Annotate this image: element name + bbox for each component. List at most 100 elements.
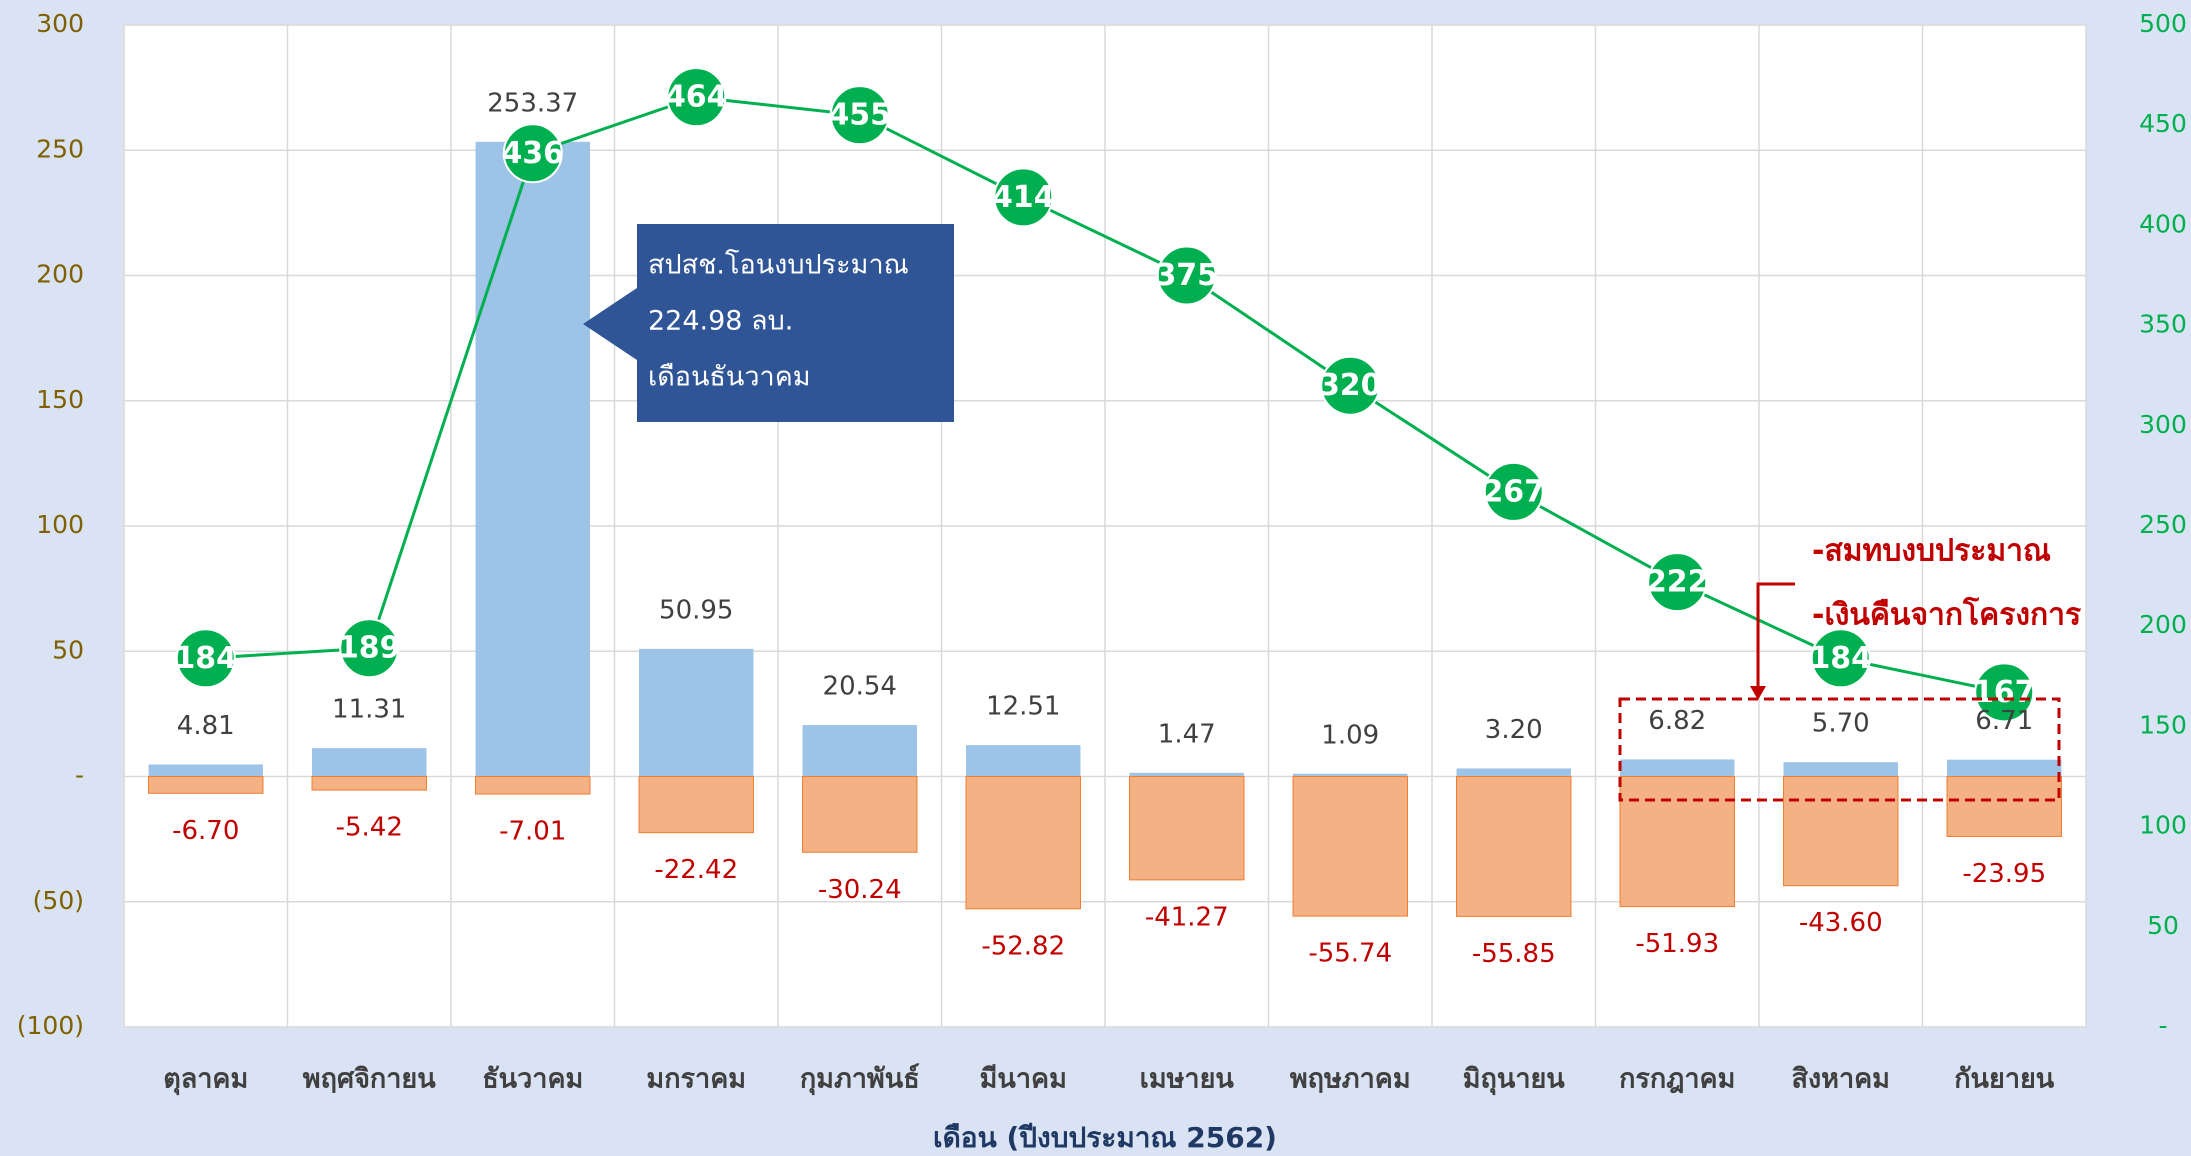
callout-box bbox=[583, 224, 954, 422]
y-tick-label: (100) bbox=[17, 1011, 84, 1040]
line-marker bbox=[1320, 355, 1381, 416]
bar bbox=[966, 745, 1081, 777]
x-tick-label: มกราคม bbox=[646, 1064, 746, 1095]
y2-tick-label: 400 bbox=[2139, 209, 2187, 238]
bar bbox=[1129, 772, 1244, 777]
y2-tick-label: 50 bbox=[2147, 911, 2179, 940]
y2-tick-label: - bbox=[2158, 1011, 2167, 1040]
data-label: 189 bbox=[338, 631, 401, 666]
y2-tick-label: 150 bbox=[2139, 710, 2187, 739]
line-marker bbox=[502, 123, 563, 184]
note-text: -เงินคืนจากโครงการ bbox=[1812, 596, 2081, 633]
bar bbox=[638, 776, 754, 834]
data-label: 5.70 bbox=[1812, 709, 1870, 739]
y2-tick-label: 250 bbox=[2139, 510, 2187, 539]
x-tick-label: พฤษภาคม bbox=[1290, 1064, 1411, 1095]
line-marker bbox=[666, 67, 727, 128]
note-box bbox=[1618, 697, 2061, 802]
x-tick-label: มีนาคม bbox=[980, 1064, 1067, 1095]
x-tick-label: กรกฎาคม bbox=[1619, 1064, 1735, 1095]
data-label: 455 bbox=[828, 98, 891, 133]
line-marker bbox=[829, 85, 890, 146]
y2-tick-label: 200 bbox=[2139, 610, 2187, 639]
data-label: 267 bbox=[1482, 474, 1545, 509]
y-tick-label: - bbox=[75, 761, 84, 790]
bar bbox=[802, 725, 917, 777]
bar bbox=[148, 764, 263, 777]
x-tick-label: ตุลาคม bbox=[163, 1064, 248, 1096]
x-tick-label: มิถุนายน bbox=[1463, 1064, 1566, 1096]
bar bbox=[802, 776, 918, 853]
note: -สมทบงบประมาณ -เงินคืนจากโครงการ bbox=[1618, 534, 2081, 802]
data-label: 375 bbox=[1155, 258, 1218, 293]
line-marker bbox=[339, 618, 400, 679]
y2-tick-label: 450 bbox=[2139, 109, 2187, 138]
data-label: 436 bbox=[501, 136, 564, 171]
callout-text: 224.98 ลบ. bbox=[648, 306, 793, 337]
line-marker bbox=[1810, 628, 1871, 689]
y-tick-label: (50) bbox=[33, 886, 84, 915]
data-label: 4.81 bbox=[177, 711, 235, 741]
y-tick-label: 250 bbox=[36, 134, 84, 163]
y2-tick-label: 100 bbox=[2139, 811, 2187, 840]
data-label: -5.42 bbox=[336, 813, 403, 843]
bar bbox=[475, 776, 591, 795]
note-text: -สมทบงบประมาณ bbox=[1812, 534, 2051, 569]
y-tick-label: 100 bbox=[36, 510, 84, 539]
bar bbox=[311, 776, 427, 791]
data-label: -55.85 bbox=[1472, 939, 1556, 969]
bar bbox=[1947, 759, 2062, 777]
callout: สปสช.โอนงบประมาณ 224.98 ลบ. เดือนธันวาคม bbox=[583, 224, 954, 422]
y-tick-label: 50 bbox=[52, 635, 84, 664]
line-marker bbox=[1974, 662, 2035, 723]
data-label: 3.20 bbox=[1485, 715, 1543, 745]
data-label: -41.27 bbox=[1145, 902, 1229, 932]
y-tick-label: 300 bbox=[36, 9, 84, 38]
data-label: 222 bbox=[1646, 565, 1709, 600]
x-tick-label: กันยายน bbox=[1954, 1064, 2055, 1095]
bar bbox=[965, 776, 1081, 910]
x-tick-label: สิงหาคม bbox=[1792, 1064, 1890, 1095]
x-tick-label: กุมภาพันธ์ bbox=[800, 1063, 920, 1096]
data-label: -7.01 bbox=[499, 817, 566, 847]
line-marker bbox=[1647, 552, 1708, 613]
note-arrowhead bbox=[1750, 686, 1766, 700]
data-label: -23.95 bbox=[1962, 859, 2046, 889]
line-layer: 184 189 436 464 455 414 375 320 267 222 184 167 bbox=[174, 67, 2036, 723]
bar bbox=[148, 776, 264, 794]
bar bbox=[312, 748, 427, 777]
x-tick-label: ธันวาคม bbox=[482, 1064, 583, 1095]
data-label: 414 bbox=[992, 180, 1055, 215]
note-arrow bbox=[1756, 582, 1795, 690]
callout-text: สปสช.โอนงบประมาณ bbox=[648, 250, 909, 281]
data-label: -51.93 bbox=[1635, 929, 1719, 959]
bar bbox=[1946, 776, 2062, 837]
data-label: -55.74 bbox=[1308, 939, 1392, 969]
bar bbox=[475, 141, 590, 777]
data-label: -43.60 bbox=[1799, 908, 1883, 938]
data-label: 6.82 bbox=[1648, 706, 1706, 736]
bar bbox=[1783, 776, 1899, 887]
y-tick-label: 150 bbox=[36, 385, 84, 414]
line-marker bbox=[993, 167, 1054, 228]
y2-tick-label: 350 bbox=[2139, 310, 2187, 339]
y-tick-label: 200 bbox=[36, 260, 84, 289]
bar bbox=[1292, 776, 1408, 917]
line-marker bbox=[1156, 245, 1217, 306]
line-marker bbox=[1483, 461, 1544, 522]
bar bbox=[1456, 776, 1572, 917]
data-label: -22.42 bbox=[654, 855, 738, 885]
x-tick-label: เมษายน bbox=[1140, 1064, 1235, 1095]
data-label: 184 bbox=[1809, 641, 1872, 676]
callout-text: เดือนธันวาคม bbox=[648, 362, 811, 393]
data-label: 167 bbox=[1973, 675, 2036, 710]
data-label: 12.51 bbox=[986, 692, 1060, 722]
data-label: 20.54 bbox=[823, 672, 897, 702]
data-label: 464 bbox=[665, 80, 728, 115]
bar bbox=[1456, 768, 1571, 777]
bar bbox=[1293, 773, 1408, 777]
data-label: 11.31 bbox=[332, 695, 406, 725]
data-label: 253.37 bbox=[487, 88, 578, 118]
bars bbox=[148, 141, 2062, 917]
